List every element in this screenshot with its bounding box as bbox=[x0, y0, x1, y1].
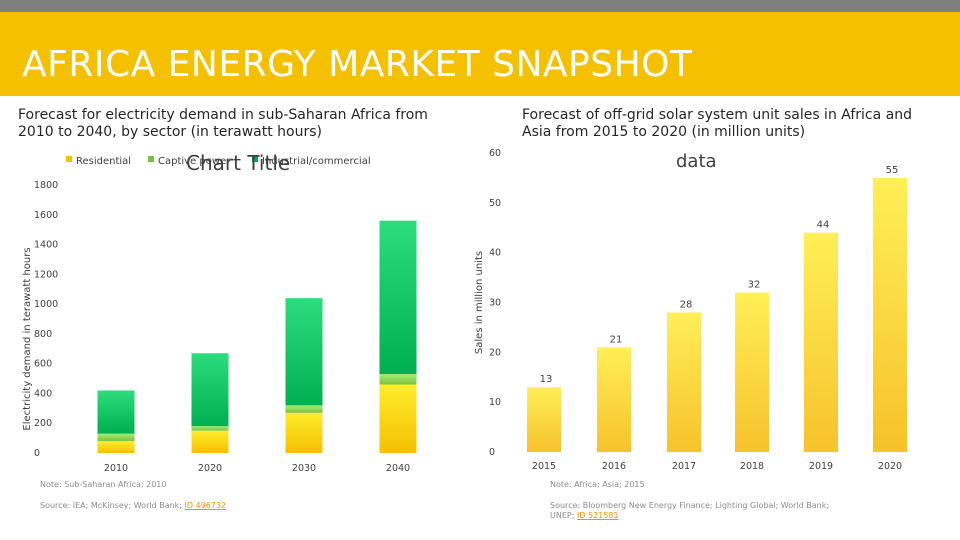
y-axis: 0 10 20 30 40 50 60 Sales in million units bbox=[474, 148, 501, 458]
y-tick-label: 1200 bbox=[34, 269, 58, 280]
bar-industrial-commercial-2010 bbox=[97, 390, 135, 434]
left-source-link[interactable]: ID 496732 bbox=[184, 501, 227, 510]
y-tick-label: 0 bbox=[489, 447, 495, 458]
left-source-text: Source: IEA; McKinsey; World Bank; bbox=[40, 501, 185, 510]
bar-residential-2040 bbox=[379, 384, 417, 453]
bar-captive-power-2030 bbox=[285, 405, 323, 413]
bar-industrial-commercial-2020 bbox=[191, 353, 229, 427]
legend: Residential Captive power Industrial/comme… bbox=[66, 156, 371, 167]
bar-industrial-commercial-2030 bbox=[285, 298, 323, 406]
x-tick-label: 2019 bbox=[809, 461, 833, 472]
x-tick-label: 2020 bbox=[878, 461, 902, 472]
y-tick-label: 1600 bbox=[34, 210, 58, 221]
y-tick-label: 600 bbox=[34, 359, 52, 370]
y-tick-label: 1000 bbox=[34, 299, 58, 310]
bar-2020 bbox=[873, 177, 907, 452]
bar-2015 bbox=[527, 387, 561, 452]
x-tick-label: 2010 bbox=[104, 463, 128, 474]
bar-captive-power-2010 bbox=[97, 433, 135, 442]
y-tick-label: 200 bbox=[34, 418, 52, 429]
title-banner bbox=[0, 0, 960, 96]
bar-captive-power-2040 bbox=[379, 374, 417, 385]
legend-label: Industrial/commercial bbox=[262, 156, 371, 167]
electricity-demand-chart: Residential Captive power Industrial/comme… bbox=[22, 156, 417, 474]
chart-title-placeholder: Chart Title bbox=[186, 151, 291, 175]
data-title-placeholder: data bbox=[676, 151, 717, 172]
bar-residential-2020 bbox=[191, 430, 229, 453]
data-label: 21 bbox=[610, 334, 623, 345]
x-tick-label: 2030 bbox=[292, 463, 316, 474]
bar-2016 bbox=[597, 347, 631, 452]
y-axis-label: Electricity demand in terawatt hours bbox=[22, 247, 33, 430]
bar-2017 bbox=[667, 312, 701, 452]
solar-sales-chart: 0 10 20 30 40 50 60 Sales in million units 13 21… bbox=[474, 148, 907, 472]
y-tick-label: 1400 bbox=[34, 240, 58, 251]
data-label: 55 bbox=[886, 165, 899, 176]
data-label: 28 bbox=[680, 299, 693, 310]
x-axis: 2010 2020 2030 2040 bbox=[104, 463, 410, 474]
x-tick-label: 2018 bbox=[740, 461, 764, 472]
y-tick-label: 800 bbox=[34, 329, 52, 340]
y-axis-label: Sales in million units bbox=[474, 251, 485, 354]
y-tick-label: 50 bbox=[489, 198, 501, 209]
bar-captive-power-2020 bbox=[191, 426, 229, 431]
legend-label: Captive power bbox=[158, 156, 231, 167]
bar-residential-2010 bbox=[97, 441, 135, 453]
data-label: 32 bbox=[748, 280, 761, 291]
bars: 13 21 28 32 44 55 bbox=[527, 165, 907, 452]
y-tick-label: 40 bbox=[489, 248, 501, 259]
bar-2018 bbox=[735, 292, 769, 452]
legend-swatch bbox=[252, 156, 258, 162]
bar-2019 bbox=[804, 232, 838, 452]
x-tick-label: 2020 bbox=[198, 463, 222, 474]
data-label: 44 bbox=[817, 220, 830, 231]
x-axis: 2015 2016 2017 2018 2019 2020 bbox=[532, 461, 902, 472]
x-tick-label: 2015 bbox=[532, 461, 556, 472]
bars bbox=[97, 220, 417, 453]
legend-swatch bbox=[66, 156, 72, 162]
x-tick-label: 2040 bbox=[386, 463, 410, 474]
right-note: Note: Africa; Asia; 2015 bbox=[550, 480, 645, 489]
left-chart-heading: Forecast for electricity demand in sub-S… bbox=[18, 107, 428, 140]
y-tick-label: 0 bbox=[34, 448, 40, 459]
x-tick-label: 2017 bbox=[672, 461, 696, 472]
page-title: AFRICA ENERGY MARKET SNAPSHOT bbox=[22, 44, 693, 85]
right-source-text: Source: Bloomberg New Energy Finance; Li… bbox=[550, 501, 830, 520]
legend-label: Residential bbox=[76, 156, 131, 167]
right-source-link[interactable]: ID 521581 bbox=[576, 511, 619, 520]
data-label: 13 bbox=[540, 374, 553, 385]
legend-swatch bbox=[148, 156, 154, 162]
y-axis: 0 200 400 600 800 1000 1200 1400 1600 1800 Electri… bbox=[22, 180, 58, 459]
x-tick-label: 2016 bbox=[602, 461, 626, 472]
left-source: Source: IEA; McKinsey; World Bank; ID 49… bbox=[40, 501, 226, 511]
right-source: Source: Bloomberg New Energy Finance; Li… bbox=[550, 501, 850, 521]
right-chart-heading: Forecast of off-grid solar system unit s… bbox=[522, 107, 912, 140]
bar-residential-2030 bbox=[285, 412, 323, 453]
y-tick-label: 10 bbox=[489, 397, 501, 408]
y-tick-label: 400 bbox=[34, 388, 52, 399]
y-tick-label: 1800 bbox=[34, 180, 58, 191]
y-tick-label: 60 bbox=[489, 148, 501, 159]
bar-industrial-commercial-2040 bbox=[379, 220, 417, 375]
left-note: Note: Sub-Saharan Africa; 2010 bbox=[40, 480, 167, 489]
y-tick-label: 20 bbox=[489, 347, 501, 358]
y-tick-label: 30 bbox=[489, 298, 501, 309]
